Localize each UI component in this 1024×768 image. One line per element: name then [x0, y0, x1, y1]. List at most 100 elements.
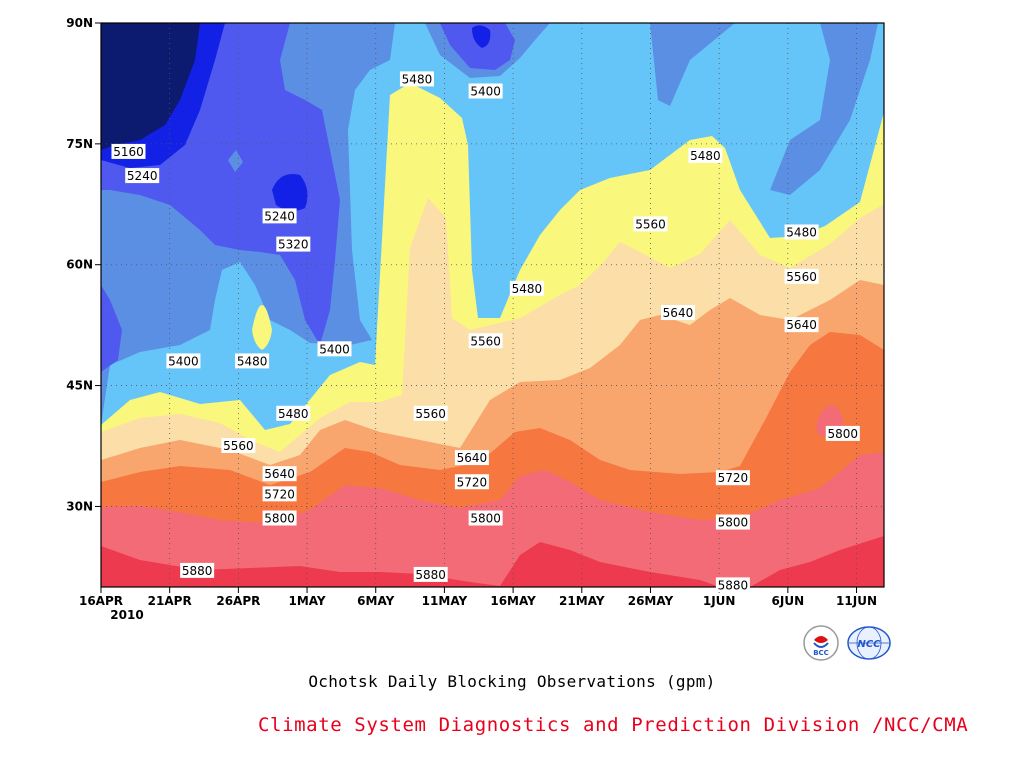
- contour-label-box: [715, 577, 750, 593]
- contour-label-text: 5320: [278, 238, 309, 252]
- contour-label: 5800: [825, 425, 860, 441]
- contour-label-box: [262, 466, 297, 482]
- x-tick-label: 1JUN: [703, 594, 736, 608]
- contour-label-text: 5720: [718, 471, 749, 485]
- contour-label: 5640: [784, 317, 819, 333]
- contour-label-box: [468, 510, 503, 526]
- contour-label-text: 5400: [168, 354, 199, 368]
- ncc-logo: NCC: [847, 626, 891, 660]
- contour-label-box: [468, 83, 503, 99]
- bcc-logo-text: BCC: [813, 649, 829, 657]
- band-5320-5400-top: [440, 23, 515, 70]
- bcc-logo: BCC: [803, 625, 839, 661]
- contour-label-text: 5480: [237, 354, 268, 368]
- ncc-logo-text: NCC: [857, 639, 881, 650]
- x-tick-label: 21MAY: [559, 594, 605, 608]
- contour-label-box: [180, 562, 215, 578]
- contour-label-box: [784, 224, 819, 240]
- contour-labels: 5160 5240 5240 5320 5400 5480 5400 5480 5400 5480…: [111, 71, 860, 593]
- contour-label: 5320: [276, 236, 311, 252]
- contour-label-box: [413, 566, 448, 582]
- contour-label: 5720: [454, 474, 489, 490]
- contour-label-text: 5160: [113, 145, 144, 159]
- contour-label: 5800: [468, 510, 503, 526]
- contour-label-box: [825, 425, 860, 441]
- x-year-label: 2010: [110, 608, 143, 622]
- contour-label-text: 5400: [470, 84, 501, 98]
- contour-label: 5480: [276, 405, 311, 421]
- y-tick-label: 90N: [66, 16, 93, 30]
- contour-label-box: [509, 280, 544, 296]
- contour-label-text: 5640: [786, 318, 817, 332]
- contour-label: 5880: [715, 577, 750, 593]
- contour-label-text: 5240: [264, 209, 295, 223]
- contour-label-box: [413, 405, 448, 421]
- contour-label: 5640: [660, 305, 695, 321]
- contour-label: 5240: [125, 168, 160, 184]
- contour-label-text: 5800: [264, 512, 295, 526]
- contour-label-box: [276, 405, 311, 421]
- contour-label-box: [399, 71, 434, 87]
- contour-label-box: [715, 470, 750, 486]
- contour-label-text: 5240: [127, 169, 158, 183]
- contour-label-text: 5480: [512, 282, 543, 296]
- contour-label-box: [784, 268, 819, 284]
- contour-label-text: 5800: [470, 512, 501, 526]
- contour-label-box: [262, 510, 297, 526]
- y-tick-label: 45N: [66, 379, 93, 393]
- x-tick-label: 21APR: [148, 594, 192, 608]
- contour-label-text: 5560: [223, 439, 254, 453]
- y-tick-label: 60N: [66, 258, 93, 272]
- band-5400-5480-topright: [650, 23, 878, 195]
- plot-frame: [100, 22, 885, 588]
- contour-label-box: [454, 474, 489, 490]
- contour-label-box: [784, 317, 819, 333]
- contour-label: 5640: [454, 450, 489, 466]
- contour-label-box: [715, 514, 750, 530]
- closed-5240-region: [272, 174, 308, 211]
- contour-label-text: 5400: [319, 342, 350, 356]
- contour-label: 5880: [180, 562, 215, 578]
- contour-label-text: 5480: [278, 407, 309, 421]
- contour-label-text: 5560: [635, 217, 666, 231]
- x-tick-label: 26MAY: [628, 594, 674, 608]
- contour-label: 5480: [784, 224, 819, 240]
- contour-label-box: [221, 438, 256, 453]
- contour-label-box: [262, 208, 297, 224]
- x-tick-label: 1MAY: [288, 594, 325, 608]
- contour-label: 5480: [399, 71, 434, 87]
- contour-label-box: [688, 147, 723, 163]
- contour-label: 5720: [715, 470, 750, 486]
- contour-label-box: [166, 353, 201, 369]
- contour-label-text: 5880: [718, 578, 749, 592]
- contour-label: 5400: [468, 83, 503, 99]
- contour-label-box: [111, 143, 146, 159]
- contour-label-text: 5720: [457, 475, 488, 489]
- contour-label-text: 5640: [457, 451, 488, 465]
- contour-label: 5560: [784, 268, 819, 284]
- contour-label: 5480: [509, 280, 544, 296]
- contour-label-box: [276, 236, 311, 252]
- contour-label-box: [468, 333, 503, 349]
- contour-label-box: [262, 486, 297, 502]
- contour-label: 5480: [235, 353, 270, 369]
- contour-label-text: 5480: [402, 72, 433, 86]
- closed-5240-region-top: [472, 25, 491, 48]
- contour-label: 5560: [468, 333, 503, 349]
- x-tick-label: 6MAY: [357, 594, 394, 608]
- contour-label: 5560: [413, 405, 448, 421]
- contour-label: 5800: [262, 510, 297, 526]
- contour-label: 5400: [317, 341, 352, 357]
- y-axis: 90N 75N 60N 45N 30N: [66, 16, 101, 513]
- contour-label: 5880: [413, 566, 448, 582]
- contour-fills: [101, 23, 884, 587]
- contour-label-text: 5560: [786, 270, 817, 284]
- contour-label: 5560: [221, 438, 256, 453]
- y-tick-label: 30N: [66, 499, 93, 513]
- contour-label-text: 5640: [663, 306, 694, 320]
- contour-label-text: 5560: [415, 407, 446, 421]
- contour-label: 5560: [633, 216, 668, 232]
- band-5880-plus: [101, 536, 884, 587]
- contour-label-box: [454, 450, 489, 466]
